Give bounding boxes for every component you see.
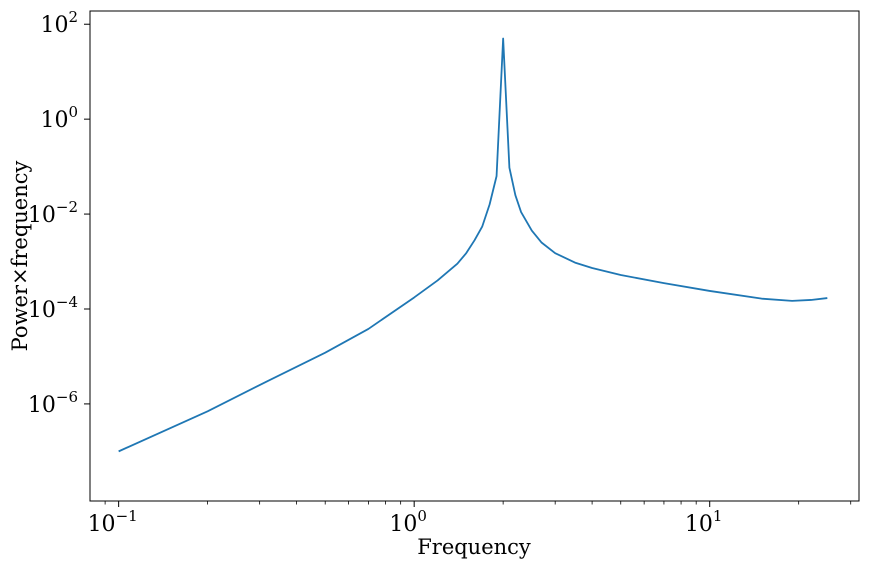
- y-tick-exponent: −6: [56, 388, 78, 406]
- x-tick-label: 100: [389, 507, 427, 537]
- plot-frame: [89, 10, 860, 502]
- y-axis-label: Power×frequency: [8, 160, 32, 351]
- y-tick-base: 10: [28, 298, 56, 323]
- y-tick-label: 102: [40, 8, 78, 38]
- series-layer: [118, 37, 828, 453]
- y-tick-base: 10: [28, 203, 56, 228]
- minor-ticks: [104, 501, 852, 505]
- x-tick-label: 101: [685, 507, 723, 537]
- series-line-0: [118, 37, 828, 453]
- y-tick-exponent: −2: [56, 198, 78, 216]
- y-tick-exponent: −4: [56, 293, 78, 311]
- x-tick-base: 10: [389, 512, 417, 537]
- x-tick-label: 10−1: [88, 507, 138, 537]
- x-tick-exponent: 1: [713, 507, 723, 525]
- plot-area: [90, 11, 859, 501]
- x-tick-base: 10: [88, 512, 116, 537]
- y-tick-base: 10: [40, 13, 68, 38]
- x-axis-label: Frequency: [417, 535, 531, 559]
- y-tick-label: 10−2: [28, 198, 78, 228]
- y-tick-label: 10−4: [28, 293, 78, 323]
- y-tick-label: 10−6: [28, 388, 78, 418]
- y-tick-exponent: 0: [68, 103, 78, 121]
- y-tick-base: 10: [28, 393, 56, 418]
- y-tick-base: 10: [40, 108, 68, 133]
- x-tick-exponent: −1: [116, 507, 138, 525]
- x-tick-base: 10: [685, 512, 713, 537]
- y-tick-label: 100: [40, 103, 78, 133]
- x-tick-exponent: 0: [417, 507, 427, 525]
- x-axis-ticks: 10−1 100 101: [88, 501, 723, 537]
- y-tick-exponent: 2: [68, 8, 78, 26]
